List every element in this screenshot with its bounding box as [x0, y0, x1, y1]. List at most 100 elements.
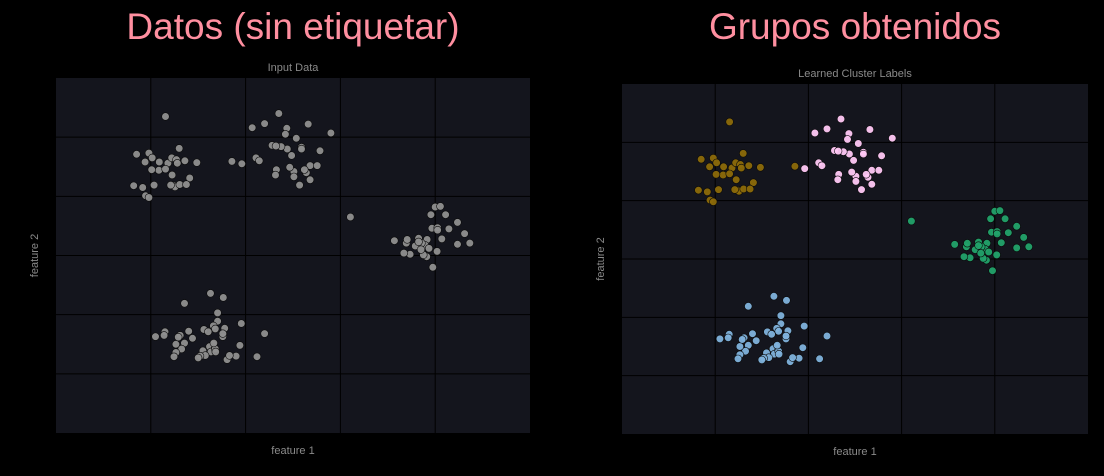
data-point — [1012, 222, 1021, 231]
data-point — [997, 238, 1006, 247]
data-point — [326, 128, 336, 138]
data-point — [800, 164, 809, 173]
data-point — [798, 343, 807, 352]
data-point — [433, 247, 442, 256]
data-point — [1000, 214, 1010, 223]
data-point — [295, 181, 304, 190]
data-point — [865, 125, 875, 134]
data-point — [441, 210, 450, 219]
data-point — [166, 181, 175, 190]
data-point — [416, 245, 426, 254]
data-point — [235, 341, 244, 350]
data-point — [907, 217, 916, 226]
series-3 — [715, 292, 832, 366]
data-point — [218, 329, 227, 338]
data-point — [147, 165, 156, 174]
data-point — [180, 299, 189, 308]
data-point — [444, 224, 454, 233]
data-point — [767, 330, 776, 339]
data-point — [851, 177, 861, 186]
data-point — [403, 235, 412, 244]
data-point — [732, 175, 741, 184]
data-point — [148, 153, 157, 162]
data-point — [433, 226, 442, 235]
data-point — [737, 163, 746, 173]
x-axis-label: feature 1 — [271, 445, 314, 457]
data-point — [173, 159, 182, 168]
chart-right: Learned Cluster Labels feature 1 feature 2 — [595, 68, 1088, 458]
data-point — [857, 185, 866, 194]
data-point — [168, 170, 177, 180]
data-point — [297, 144, 306, 154]
data-point — [976, 249, 985, 258]
data-point — [744, 161, 753, 170]
data-point — [1024, 242, 1033, 251]
data-point — [161, 112, 170, 121]
data-point — [346, 212, 355, 222]
chart-left: Input Data feature 1 feature 2 — [29, 62, 530, 457]
data-point — [756, 163, 765, 172]
chart-title: Input Data — [268, 62, 320, 74]
data-point — [719, 162, 728, 171]
data-point — [984, 247, 993, 257]
data-point — [749, 178, 758, 187]
data-point — [144, 193, 153, 202]
data-point — [174, 333, 183, 342]
data-point — [194, 353, 203, 363]
data-point — [849, 156, 858, 165]
data-point — [141, 157, 150, 167]
data-point — [160, 331, 169, 340]
data-point — [300, 165, 309, 174]
data-point — [227, 157, 236, 166]
data-point — [211, 324, 220, 334]
data-point — [161, 165, 170, 174]
data-point — [854, 139, 863, 148]
data-point — [833, 175, 842, 184]
data-point — [313, 161, 322, 170]
data-point — [877, 151, 886, 160]
data-point — [817, 161, 827, 170]
data-point — [399, 249, 409, 258]
data-point — [986, 214, 995, 223]
data-point — [260, 119, 269, 128]
data-point — [822, 124, 832, 133]
data-point — [748, 329, 757, 338]
data-point — [182, 180, 191, 189]
data-point — [859, 149, 868, 159]
data-point — [175, 144, 184, 153]
data-point — [154, 166, 163, 175]
chart-title: Learned Cluster Labels — [798, 68, 912, 80]
data-point — [776, 311, 786, 320]
data-point — [306, 175, 315, 184]
data-point — [697, 155, 706, 164]
data-point — [959, 252, 969, 261]
data-point — [992, 229, 1002, 238]
data-point — [800, 322, 809, 331]
data-point — [188, 334, 197, 343]
data-point — [888, 134, 897, 143]
data-point — [219, 293, 228, 302]
data-point — [184, 327, 193, 336]
data-point — [739, 149, 748, 158]
data-point — [703, 187, 712, 196]
y-axis-label: feature 2 — [29, 234, 41, 277]
data-point — [769, 292, 779, 301]
data-point — [988, 266, 997, 275]
data-point — [782, 296, 791, 305]
heading-unlabeled-data: Datos (sin etiquetar) — [126, 6, 460, 47]
data-point — [206, 289, 215, 298]
data-point — [426, 210, 436, 219]
data-point — [847, 168, 856, 177]
data-point — [712, 158, 721, 167]
data-point — [281, 130, 290, 139]
data-point — [274, 109, 283, 118]
data-point — [815, 354, 824, 363]
data-point — [757, 355, 766, 365]
data-point — [437, 234, 446, 243]
data-point — [963, 239, 972, 248]
data-point — [724, 333, 733, 342]
data-point — [1012, 243, 1021, 252]
x-axis-label: feature 1 — [833, 446, 876, 458]
data-point — [709, 197, 718, 206]
